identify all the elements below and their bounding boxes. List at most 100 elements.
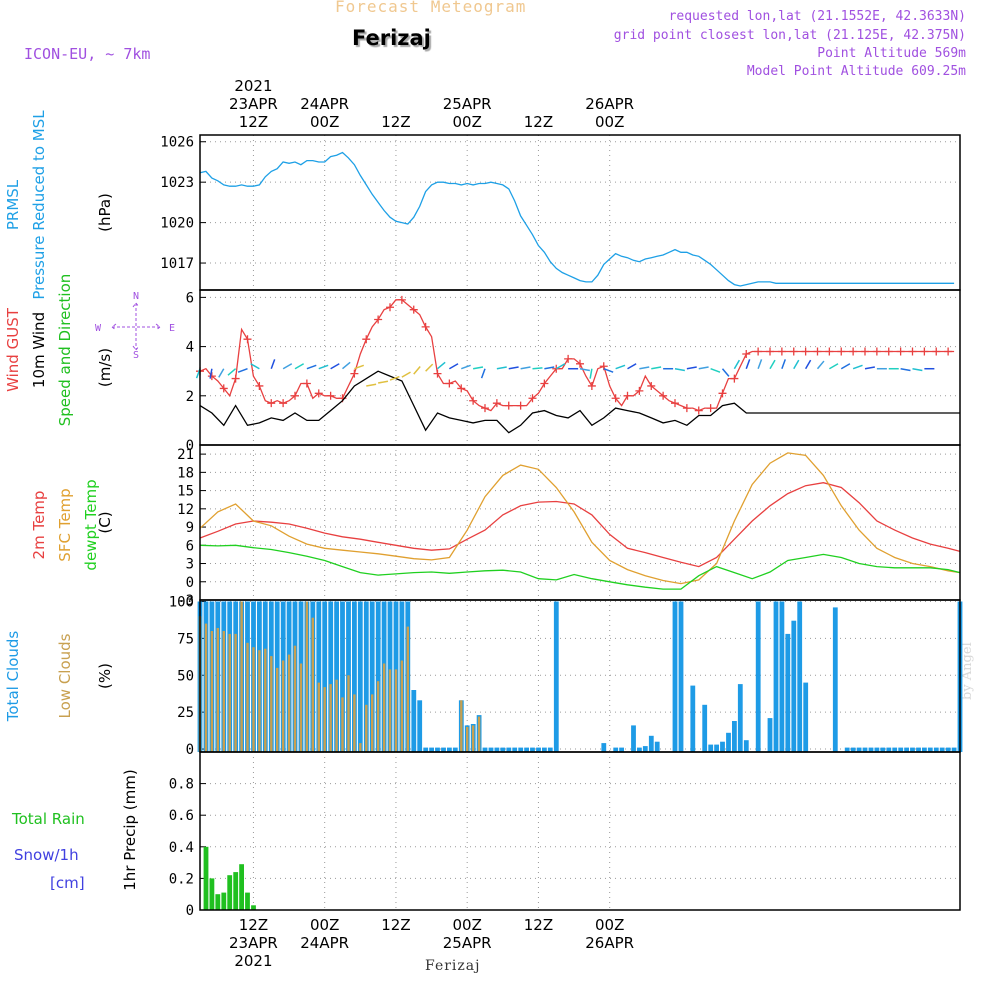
wind-direction-arrow [555, 363, 566, 370]
wind-direction-arrow [900, 367, 911, 372]
wind-direction-arrow [544, 366, 555, 370]
wind-direction-arrow [237, 368, 248, 373]
wind-direction-arrow [480, 368, 486, 379]
gust-marker [766, 347, 774, 356]
wind-direction-arrow [448, 363, 459, 370]
bottom-time-label: 00Z [453, 916, 482, 934]
total-cloud-bar [868, 747, 874, 752]
low-cloud-bar [466, 726, 469, 752]
gust-marker [267, 399, 276, 408]
low-cloud-bar [216, 628, 219, 752]
gust-marker [492, 399, 501, 408]
y-tick-label: 0.2 [169, 871, 194, 887]
total-cloud-bar [737, 684, 743, 752]
wind-direction-arrow [520, 366, 531, 370]
gust-marker [409, 305, 418, 314]
total-cloud-bar [429, 747, 434, 752]
total-cloud-bar [939, 747, 945, 752]
total-cloud-bar [357, 601, 363, 752]
y-tick-label: 9 [186, 520, 194, 536]
wind-direction-arrow [425, 363, 434, 372]
top-time-label: 12Z [381, 113, 410, 131]
wind-direction-arrow [250, 363, 260, 370]
total-cloud-bar [316, 601, 322, 752]
total-cloud-bar [648, 735, 654, 752]
wind-direction-arrow [389, 375, 400, 381]
wind-direction-arrow [627, 363, 637, 370]
bottom-time-label: 12Z [239, 916, 268, 934]
panel-side-label: SFC Temp [56, 488, 74, 561]
gust-marker [694, 406, 703, 415]
top-time-label: 26APR [585, 95, 634, 113]
total-cloud-bar [678, 601, 684, 752]
wind-direction-arrow [603, 368, 614, 373]
gust-marker [255, 381, 264, 390]
panel-temperature: -3 0 3 6 9 12 15 18 21 (C) [96, 444, 961, 609]
bottom-time-label: 00Z [310, 916, 339, 934]
wind-direction-arrow [781, 359, 786, 369]
total-cloud-bar [506, 747, 512, 752]
low-cloud-bar [477, 716, 481, 752]
wind-direction-arrow [330, 363, 340, 370]
total-cloud-bar [720, 741, 725, 752]
panel-side-label: Total Clouds [4, 631, 22, 723]
y-tick-label: 18 [177, 465, 194, 481]
y-tick-label: 3 [186, 557, 194, 573]
gust-marker [908, 347, 917, 356]
gust-marker [469, 396, 478, 405]
series-line [199, 544, 961, 590]
total-cloud-bar [916, 747, 921, 752]
y-tick-label: 2 [186, 389, 194, 405]
total-cloud-bar [547, 747, 553, 752]
y-tick-label: 1026 [160, 135, 194, 151]
wind-direction-arrow [508, 366, 519, 370]
total-cloud-bar [951, 747, 957, 752]
y-tick-label: 0 [186, 903, 194, 919]
bottom-time-label: 12Z [524, 916, 553, 934]
unit-label: (hPa) [96, 193, 114, 232]
gust-marker [386, 303, 394, 312]
total-cloud-bar [726, 732, 731, 752]
gust-marker [576, 359, 584, 368]
rain-bar [239, 864, 244, 910]
wind-direction-arrow [651, 366, 662, 370]
gust-marker [350, 369, 359, 378]
low-cloud-bar [234, 633, 237, 752]
gust-marker [825, 347, 834, 356]
wind-direction-arrow [710, 368, 721, 373]
total-cloud-bar [488, 747, 494, 752]
top-time-label: 00Z [310, 113, 339, 131]
low-cloud-bar [341, 697, 344, 752]
wind-direction-arrow [757, 359, 763, 369]
top-time-label: 24APR [300, 95, 349, 113]
low-cloud-bar [281, 660, 285, 752]
total-cloud-bar [850, 747, 856, 752]
total-cloud-bar [779, 601, 785, 752]
gust-marker [397, 295, 406, 304]
wind-direction-arrow [437, 361, 446, 370]
panel-side-label: dewpt Temp [82, 479, 100, 570]
low-cloud-bar [365, 704, 368, 752]
rain-bar [227, 875, 233, 910]
gust-marker [291, 391, 299, 400]
total-cloud-bar [945, 747, 951, 752]
low-cloud-bar [246, 642, 249, 752]
gust-marker [540, 379, 549, 388]
low-cloud-bar [406, 626, 409, 752]
total-cloud-bar [844, 747, 850, 752]
gust-marker [861, 347, 869, 356]
wind-direction-arrow [282, 363, 293, 370]
gust-marker [896, 347, 905, 356]
total-cloud-bar [832, 607, 838, 752]
gust-marker [374, 315, 383, 324]
total-cloud-bar [654, 741, 660, 752]
total-cloud-bar [352, 601, 357, 752]
panel-side-label: Low Clouds [56, 633, 74, 718]
gust-marker [777, 347, 786, 356]
gust-marker [647, 381, 656, 390]
y-tick-label: 1023 [160, 175, 194, 191]
total-cloud-bar [518, 747, 524, 752]
gust-marker [528, 394, 537, 403]
gust-marker [445, 379, 454, 388]
low-cloud-bar [371, 694, 374, 752]
